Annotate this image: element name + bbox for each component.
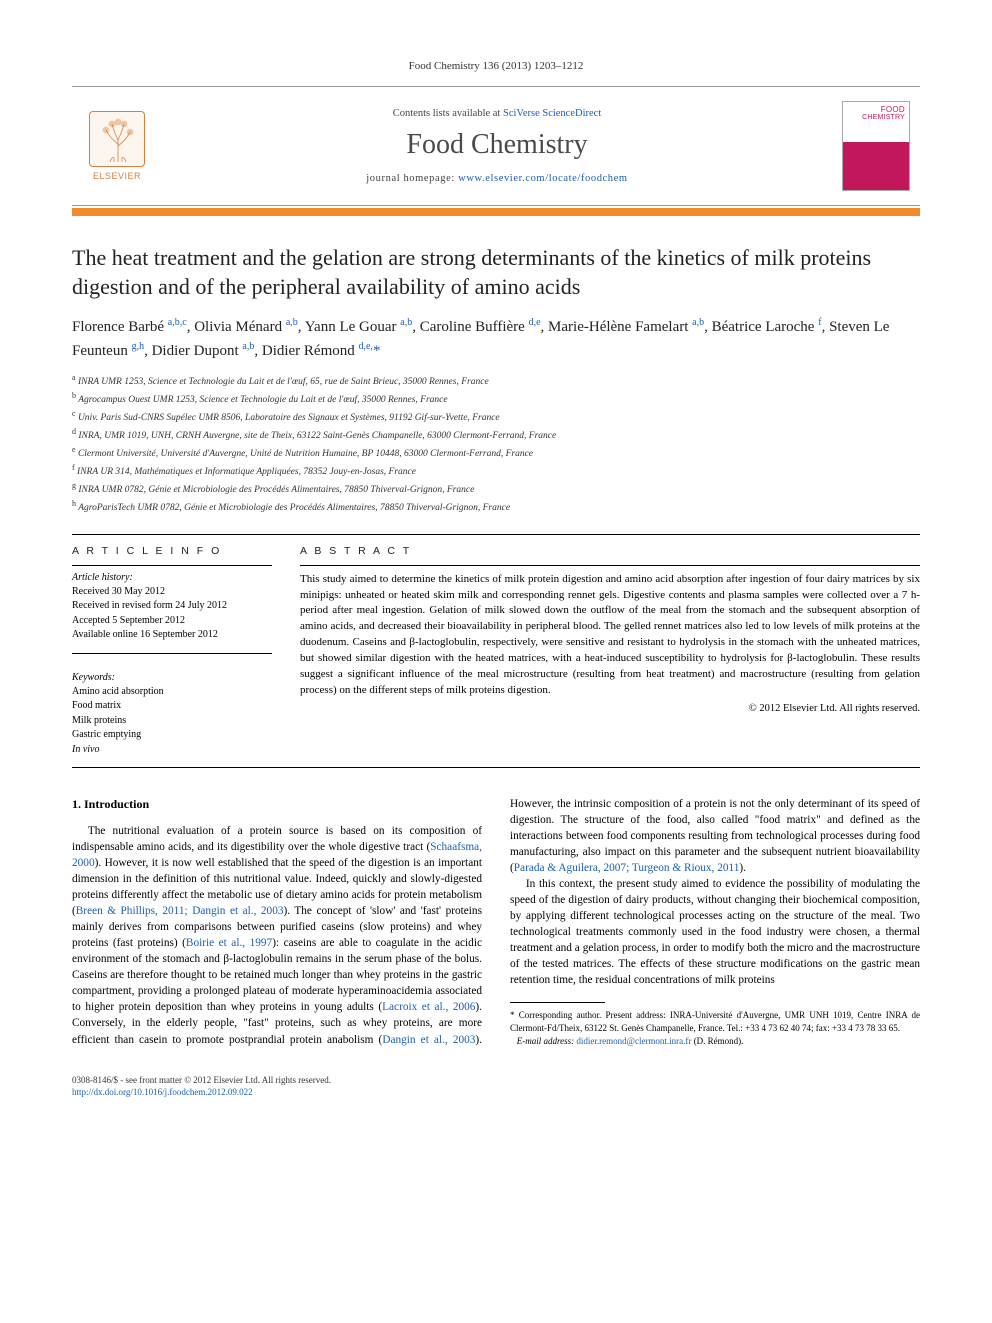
corresponding-footnote: * Corresponding author. Present address:…: [510, 1009, 920, 1047]
history-line: Accepted 5 September 2012: [72, 614, 272, 629]
elsevier-tree-icon: [89, 111, 145, 167]
keyword-line: In vivo: [72, 743, 272, 758]
affiliation-line: f INRA UR 314, Mathématiques et Informat…: [72, 462, 920, 480]
body-columns: 1. Introduction The nutritional evaluati…: [72, 796, 920, 1047]
section-divider: [72, 534, 920, 535]
intro-text-1g: ).: [739, 862, 746, 874]
history-heading: Article history:: [72, 572, 272, 583]
article-info-column: A R T I C L E I N F O Article history: R…: [72, 545, 272, 758]
info-divider-2: [72, 653, 272, 654]
elsevier-logo: ELSEVIER: [82, 106, 152, 186]
article-info-heading: A R T I C L E I N F O: [72, 545, 272, 557]
keywords-lines: Amino acid absorptionFood matrixMilk pro…: [72, 685, 272, 758]
abstract-text: This study aimed to determine the kineti…: [300, 572, 920, 700]
info-abstract-row: A R T I C L E I N F O Article history: R…: [72, 545, 920, 758]
ref-boirie[interactable]: Boirie et al., 1997: [186, 937, 272, 949]
affiliation-line: g INRA UMR 0782, Génie et Microbiologie …: [72, 480, 920, 498]
elsevier-wordmark: ELSEVIER: [93, 171, 141, 181]
affiliation-line: h AgroParisTech UMR 0782, Génie et Micro…: [72, 498, 920, 516]
keyword-line: Gastric emptying: [72, 728, 272, 743]
ref-parada-turgeon[interactable]: Parada & Aguilera, 2007; Turgeon & Rioux…: [514, 862, 740, 874]
accent-bar: [72, 208, 920, 216]
affiliation-line: d INRA, UMR 1019, UNH, CRNH Auvergne, si…: [72, 426, 920, 444]
footnote-star: *: [510, 1010, 515, 1020]
banner-center: Contents lists available at SciVerse Sci…: [152, 108, 842, 184]
footnote-text: Corresponding author. Present address: I…: [510, 1010, 920, 1033]
history-lines: Received 30 May 2012Received in revised …: [72, 585, 272, 643]
journal-reference: Food Chemistry 136 (2013) 1203–1212: [72, 60, 920, 72]
cover-title-area: FOOD CHEMISTRY: [843, 102, 909, 142]
history-line: Received in revised form 24 July 2012: [72, 599, 272, 614]
footnote-separator: [510, 1002, 605, 1003]
ref-dangin[interactable]: Dangin et al., 2003: [382, 1034, 475, 1046]
doi-link[interactable]: http://dx.doi.org/10.1016/j.foodchem.201…: [72, 1087, 253, 1097]
homepage-line: journal homepage: www.elsevier.com/locat…: [152, 173, 842, 184]
abstract-heading: A B S T R A C T: [300, 545, 920, 557]
info-divider: [72, 565, 272, 566]
abstract-column: A B S T R A C T This study aimed to dete…: [300, 545, 920, 758]
keyword-line: Food matrix: [72, 699, 272, 714]
article-title: The heat treatment and the gelation are …: [72, 244, 920, 301]
contents-prefix: Contents lists available at: [393, 108, 503, 119]
journal-banner: ELSEVIER Contents lists available at Sci…: [72, 86, 920, 206]
section-divider-bottom: [72, 767, 920, 768]
intro-text-1a: The nutritional evaluation of a protein …: [72, 825, 482, 853]
affiliation-line: a INRA UMR 1253, Science et Technologie …: [72, 372, 920, 390]
history-line: Received 30 May 2012: [72, 585, 272, 600]
authors-line: Florence Barbé a,b,c, Olivia Ménard a,b,…: [72, 315, 920, 362]
affiliations-block: a INRA UMR 1253, Science et Technologie …: [72, 372, 920, 515]
email-link[interactable]: didier.remond@clermont.inra.fr: [576, 1036, 691, 1046]
abstract-divider: [300, 565, 920, 566]
footer-issn-line: 0308-8146/$ - see front matter © 2012 El…: [72, 1075, 331, 1085]
homepage-prefix: journal homepage:: [366, 173, 458, 184]
affiliation-line: e Clermont Université, Université d'Auve…: [72, 444, 920, 462]
email-label: E-mail address:: [517, 1036, 577, 1046]
intro-heading: 1. Introduction: [72, 796, 482, 813]
keyword-line: Amino acid absorption: [72, 685, 272, 700]
ref-lacroix[interactable]: Lacroix et al., 2006: [382, 1001, 475, 1013]
intro-para-2: In this context, the present study aimed…: [510, 876, 920, 988]
journal-name: Food Chemistry: [152, 129, 842, 161]
homepage-link[interactable]: www.elsevier.com/locate/foodchem: [458, 173, 628, 184]
ref-breen-dangin[interactable]: Breen & Phillips, 2011; Dangin et al., 2…: [76, 905, 284, 917]
cover-text-1: FOOD: [881, 105, 905, 114]
cover-text-2: CHEMISTRY: [862, 114, 905, 121]
email-suffix: (D. Rémond).: [691, 1036, 743, 1046]
abstract-copyright: © 2012 Elsevier Ltd. All rights reserved…: [300, 703, 920, 714]
page-root: Food Chemistry 136 (2013) 1203–1212: [0, 0, 992, 1139]
affiliation-line: c Univ. Paris Sud-CNRS Supélec UMR 8506,…: [72, 408, 920, 426]
journal-cover-thumbnail: FOOD CHEMISTRY: [842, 101, 910, 191]
keywords-heading: Keywords:: [72, 672, 272, 683]
cover-image-area: [843, 142, 909, 190]
sciencedirect-link[interactable]: SciVerse ScienceDirect: [503, 108, 601, 119]
affiliation-line: b Agrocampus Ouest UMR 1253, Science et …: [72, 390, 920, 408]
contents-available-line: Contents lists available at SciVerse Sci…: [152, 108, 842, 119]
history-line: Available online 16 September 2012: [72, 628, 272, 643]
keyword-line: Milk proteins: [72, 714, 272, 729]
page-footer: 0308-8146/$ - see front matter © 2012 El…: [72, 1074, 920, 1099]
